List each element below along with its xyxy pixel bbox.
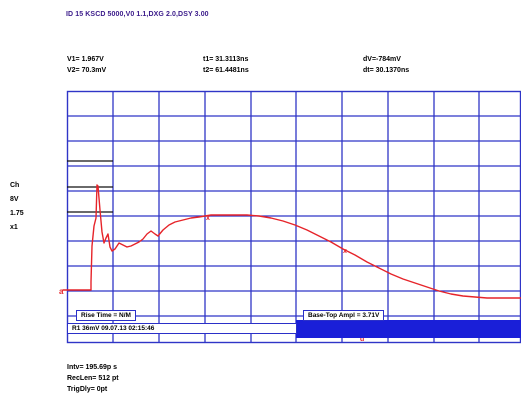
v2-readout: V2= 70.3mV [67, 67, 107, 74]
interval-stat: Intv= 195.69p s [67, 364, 118, 371]
channel-name: Ch [10, 182, 20, 189]
cursor-marker-2: x [343, 248, 347, 255]
channel-r1-label: R1 36mV 09.07.13 02:15:46 [67, 323, 297, 334]
right-marker: d [360, 336, 364, 343]
grid-horizontals [67, 115, 521, 317]
signal-trace [62, 184, 521, 299]
header-text: ID 15 KSCD 5000,V0 1.1,DXG 2.0,DSY 3.00 [66, 11, 209, 18]
cursor-marker-1: x [206, 215, 210, 222]
base-top-label: Base-Top Ampl = 3.71V [303, 310, 385, 321]
dt-readout: dt= 30.1370ns [363, 67, 410, 74]
v1-readout: V1= 1.967V [67, 56, 104, 63]
grid-verticals [112, 91, 480, 343]
record-length-stat: RecLen= 512 pt [67, 375, 119, 382]
waveform-display[interactable]: a x x d [59, 90, 521, 344]
measurement-bar [296, 320, 521, 338]
channel-scale: 1.75 [10, 210, 24, 217]
reference-ticks [67, 160, 113, 213]
left-marker: a [59, 287, 64, 296]
t1-readout: t1= 31.3113ns [203, 56, 249, 63]
channel-volts: 8V [10, 196, 19, 203]
trigger-delay-stat: TrigDly= 0pt [67, 386, 108, 393]
waveform-grid: a x x d [59, 90, 521, 344]
rise-time-label: Rise Time = N/M [76, 310, 136, 321]
dv-readout: dV=-784mV [363, 56, 401, 63]
t2-readout: t2= 61.4481ns [203, 67, 249, 74]
grid-border [66, 90, 521, 344]
channel-mult: x1 [10, 224, 18, 231]
